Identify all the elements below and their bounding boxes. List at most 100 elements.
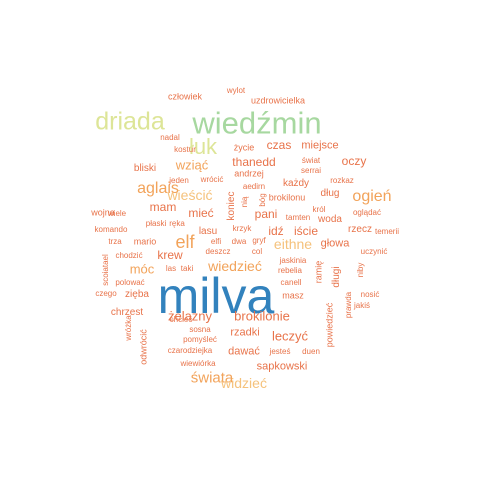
cloud-word: wiedźmin [192, 105, 322, 141]
cloud-word: długi [331, 266, 342, 288]
cloud-word: wiele [107, 209, 127, 218]
cloud-word: żelazny [167, 308, 213, 324]
cloud-word: uzdrowicielka [250, 95, 306, 106]
cloud-word: chrzest [110, 307, 144, 318]
cloud-word: łuk [188, 134, 218, 159]
cloud-word: powiedzieć [324, 302, 335, 348]
cloud-word: ogień [352, 188, 392, 205]
cloud-word: lasu [198, 226, 218, 237]
cloud-word: wziąć [175, 157, 209, 173]
cloud-word: jakiś [353, 301, 371, 310]
cloud-word: aedirn [242, 182, 266, 191]
cloud-word: dwa [231, 237, 247, 246]
cloud-word: jesteś [269, 347, 291, 356]
cloud-word: trza [108, 237, 122, 246]
cloud-word: canell [280, 278, 302, 287]
cloud-word: ramię [313, 260, 324, 284]
cloud-word: wieścić [167, 187, 213, 203]
cloud-word: bóg [258, 193, 267, 207]
cloud-word: driada [95, 107, 165, 136]
cloud-word: scoiatael [101, 254, 110, 286]
cloud-word: sapkowski [256, 360, 308, 373]
cloud-word: nadal [160, 133, 180, 142]
cloud-word: brokilonu [268, 192, 306, 203]
cloud-word: rzecz [348, 224, 372, 235]
cloud-word: rzadki [230, 326, 260, 339]
cloud-word: prawda [344, 291, 353, 319]
cloud-word: płaski [145, 219, 167, 228]
cloud-word: człowiek [167, 91, 203, 102]
cloud-word: bliski [133, 163, 157, 174]
cloud-word: mam [149, 200, 177, 214]
cloud-word: rebelia [277, 266, 303, 275]
cloud-word: oczy [341, 154, 367, 168]
cloud-word: krzyk [232, 224, 252, 233]
cloud-word: deszcz [205, 247, 231, 256]
cloud-word: masz [282, 290, 304, 301]
cloud-word: komando [94, 225, 128, 234]
cloud-word: dawać [228, 345, 260, 358]
cloud-word: elfi [210, 237, 222, 246]
cloud-word: rozkaz [330, 176, 354, 185]
cloud-word: brokilonie [234, 308, 290, 324]
cloud-word: jeden [169, 176, 189, 185]
cloud-word: woda [318, 214, 342, 225]
cloud-word: gryf [252, 236, 266, 245]
cloud-word: móc [129, 261, 155, 277]
cloud-word: wojna [91, 207, 115, 218]
cloud-word: mieć [188, 206, 214, 220]
cloud-word: koniec [226, 191, 237, 221]
cloud-word: król [312, 205, 326, 214]
cloud-word: uczynić [360, 247, 388, 256]
cloud-word: elf [175, 232, 195, 252]
cloud-word: jaskinia [279, 256, 307, 265]
cloud-word: las [165, 264, 177, 273]
cloud-word: wrócić [200, 175, 224, 184]
cloud-word: milva [157, 268, 275, 324]
cloud-word: niby [356, 262, 365, 278]
cloud-word: świata [190, 369, 234, 387]
cloud-word: nosić [360, 290, 380, 299]
cloud-word: tamten [285, 213, 311, 222]
cloud-word: czarodziejka [167, 346, 213, 355]
cloud-word: pomyśleć [183, 335, 217, 344]
cloud-word: thanedd [232, 155, 276, 169]
cloud-word: idź [268, 224, 284, 238]
cloud-word: eithne [273, 236, 313, 252]
cloud-word: leczyć [271, 328, 309, 344]
cloud-word: głowa [320, 237, 350, 250]
cloud-word: czego [95, 289, 117, 298]
cloud-word: aglais [137, 180, 179, 197]
cloud-word: iście [293, 224, 319, 238]
cloud-word: miejsce [301, 139, 339, 152]
cloud-word: ręka [169, 219, 185, 228]
cloud-word: temerii [374, 227, 400, 236]
cloud-word: zięba [125, 289, 149, 300]
cloud-word: nią [240, 196, 249, 208]
cloud-word: oglądać [352, 208, 382, 217]
cloud-word: chcieć [169, 315, 193, 324]
cloud-word: widzieć [221, 375, 267, 391]
cloud-word: świat [301, 156, 321, 165]
cloud-word: odwrócić [138, 329, 149, 365]
cloud-word: col [251, 247, 263, 256]
cloud-word: pani [254, 207, 278, 221]
cloud-word: wróżka [124, 315, 133, 341]
cloud-word: sosna [189, 325, 211, 334]
cloud-word: wiewiórka [180, 359, 216, 368]
cloud-word: duen [302, 347, 320, 356]
cloud-word: wiedzieć [208, 258, 262, 274]
cloud-word: czas [266, 138, 292, 152]
cloud-word: wylot [226, 86, 246, 95]
cloud-word: serrai [300, 166, 322, 175]
cloud-word: mario [133, 236, 157, 247]
cloud-word: taki [180, 264, 194, 273]
cloud-word: chodzić [115, 251, 143, 260]
cloud-word: polować [115, 278, 145, 287]
cloud-word: andrzej [234, 168, 264, 179]
cloud-word: każdy [282, 178, 310, 189]
cloud-word: kostur [174, 145, 196, 154]
cloud-word: życie [233, 142, 255, 153]
cloud-word: krew [157, 248, 183, 262]
